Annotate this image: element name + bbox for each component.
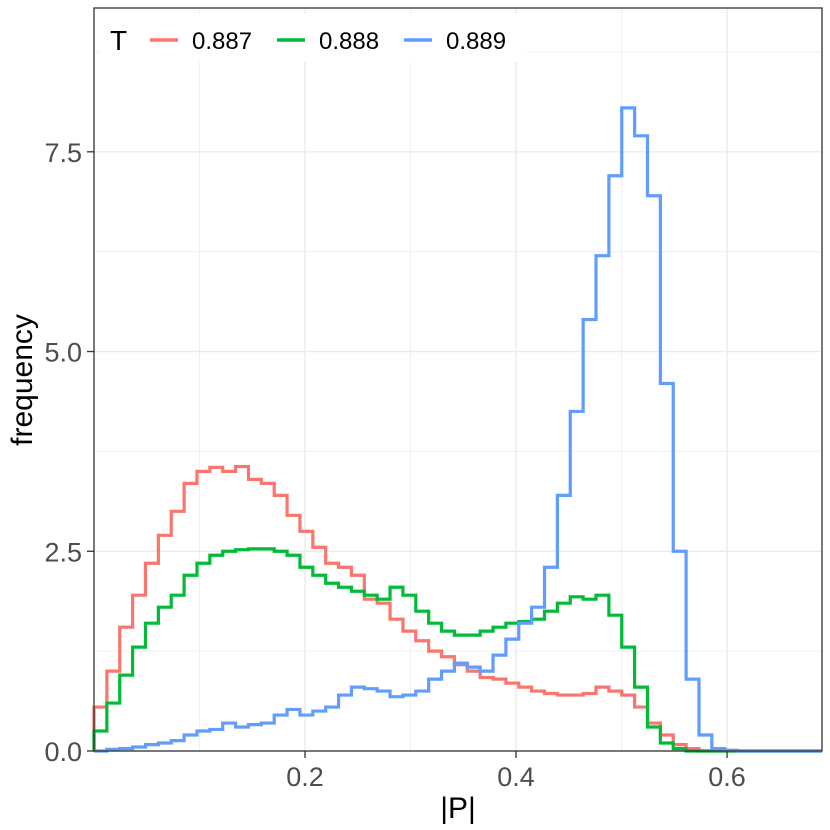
y-axis-title: frequency	[6, 314, 39, 446]
x-tick-label-1: 0.4	[497, 762, 535, 792]
legend-label-0.889: 0.889	[446, 28, 506, 55]
y-tick-label-0: 0.0	[44, 737, 82, 767]
legend: T 0.887 0.888 0.889	[100, 14, 526, 62]
legend-background	[100, 14, 526, 62]
legend-label-0.887: 0.887	[192, 28, 252, 55]
series-line-0.889	[94, 106, 822, 753]
y-tick-label-2: 5.0	[44, 338, 82, 368]
x-axis-ticks: 0.2 0.4 0.6	[286, 751, 746, 792]
x-axis-title: |P|	[440, 792, 476, 825]
y-tick-label-3: 7.5	[44, 138, 82, 168]
legend-title: T	[110, 25, 127, 56]
legend-label-0.888: 0.888	[319, 28, 379, 55]
plot-border	[93, 7, 823, 752]
series-line-0.888	[92, 547, 822, 753]
histogram-series	[92, 106, 822, 753]
x-tick-label-2: 0.6	[708, 762, 746, 792]
x-tick-label-0: 0.2	[286, 762, 324, 792]
plot-background	[94, 8, 822, 751]
y-tick-label-1: 2.5	[44, 537, 82, 567]
y-axis-ticks: 0.0 2.5 5.0 7.5	[44, 138, 94, 767]
